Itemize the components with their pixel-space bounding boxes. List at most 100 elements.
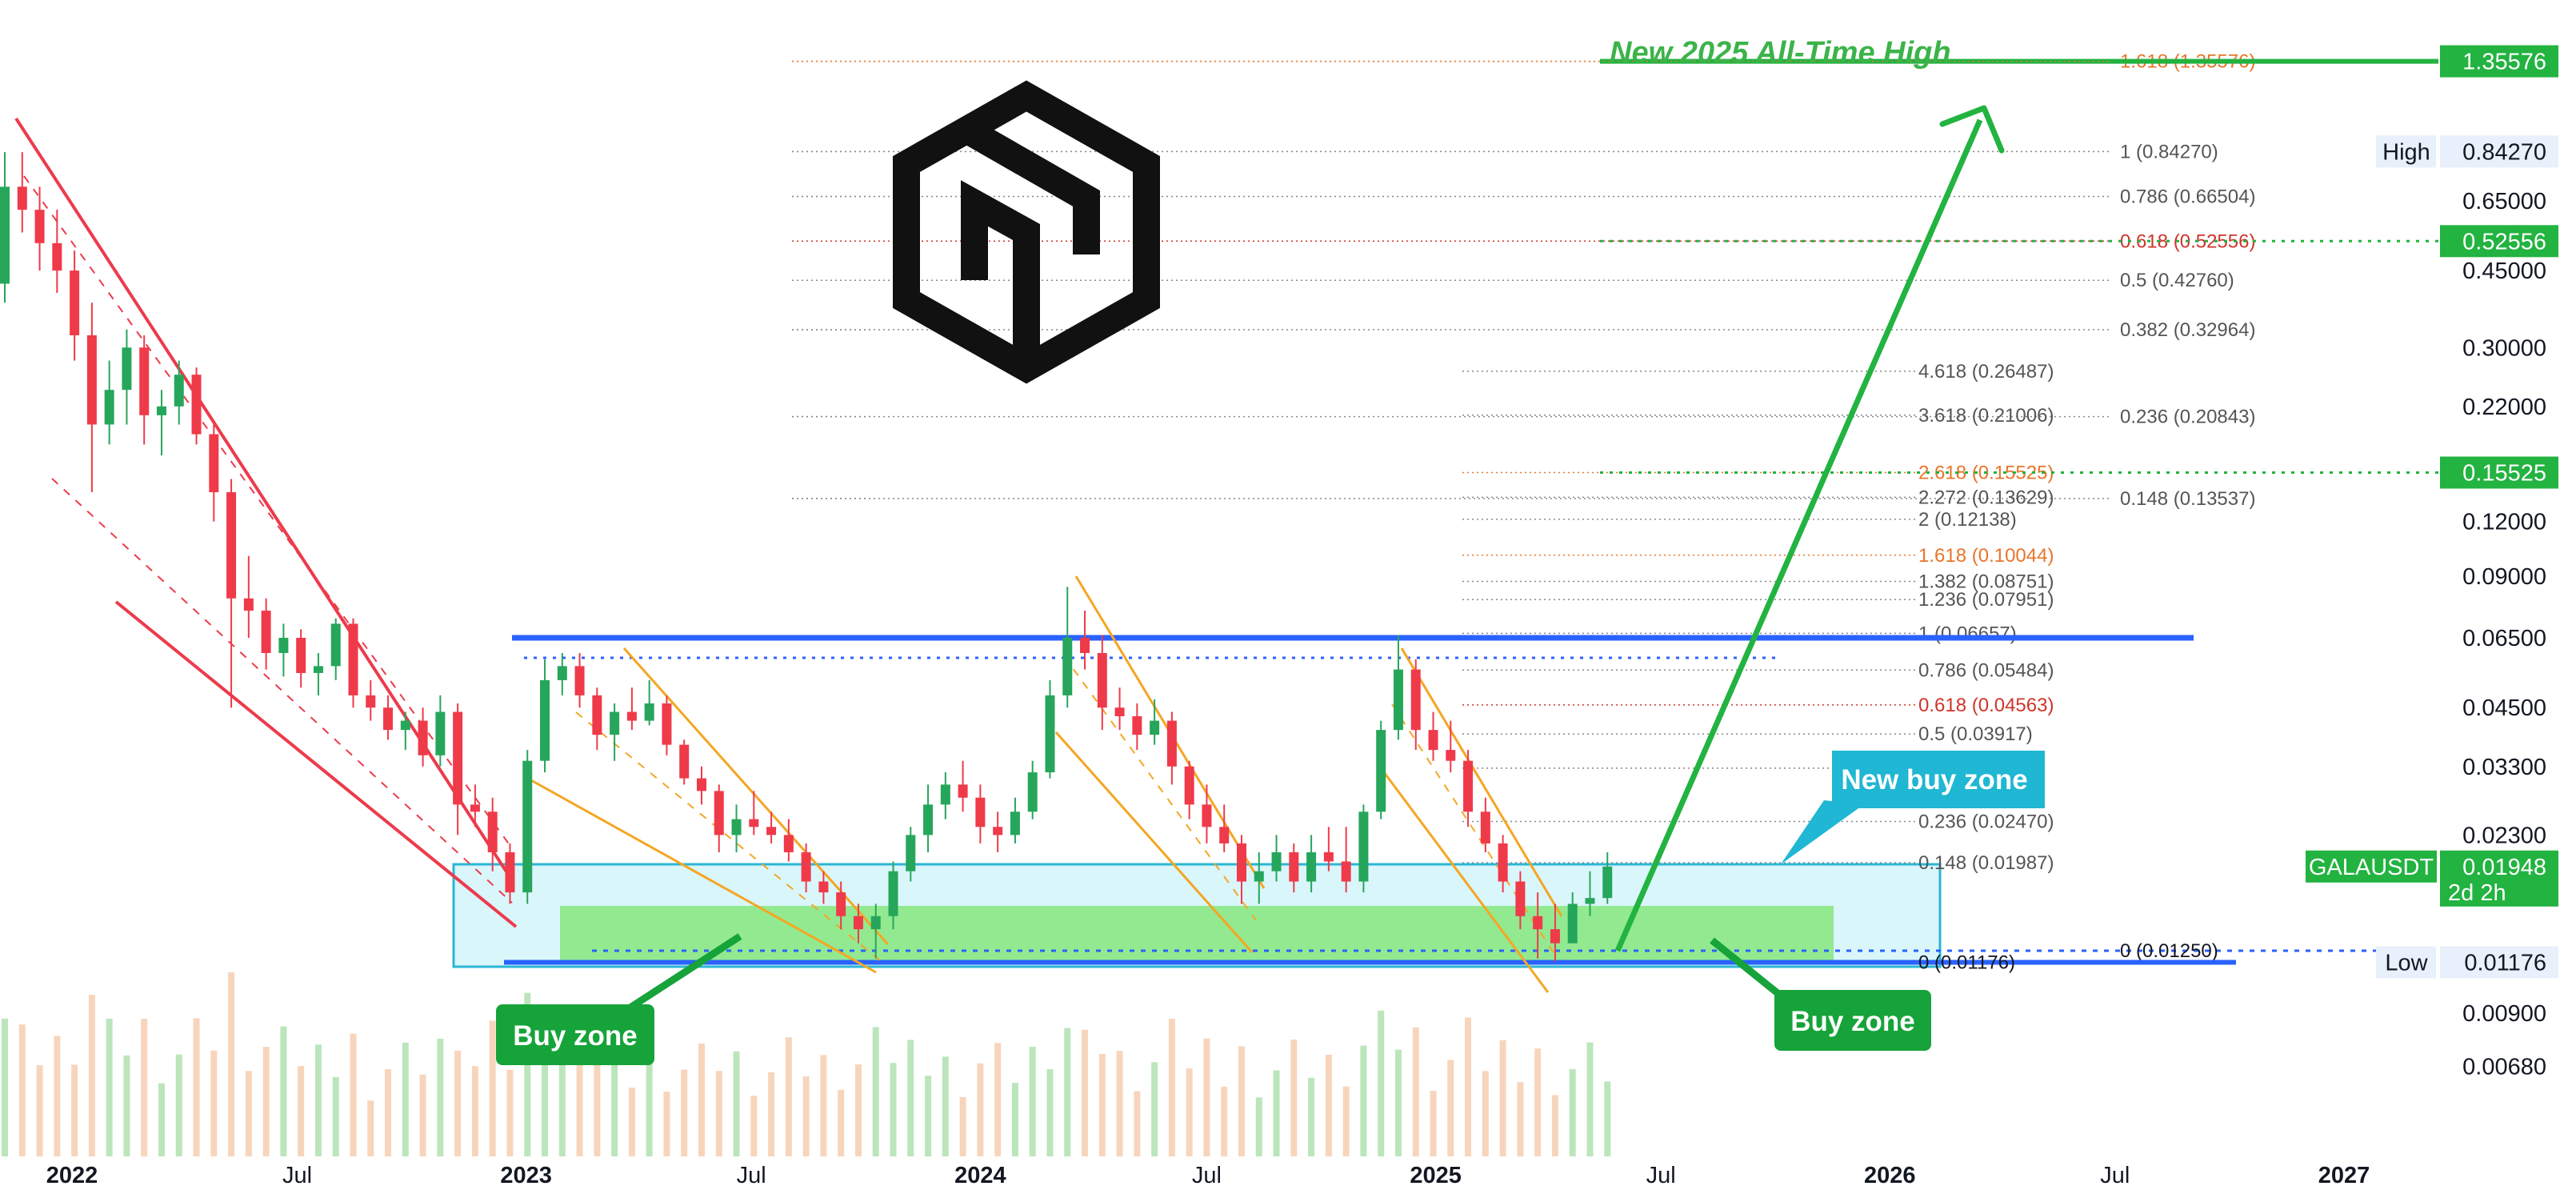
- candle-body[interactable]: [592, 695, 602, 735]
- candle-body[interactable]: [383, 707, 394, 731]
- candle-body[interactable]: [1150, 720, 1160, 735]
- candle-body[interactable]: [1289, 851, 1299, 882]
- candle-body[interactable]: [470, 804, 480, 812]
- candle-body[interactable]: [17, 186, 27, 210]
- candle-body[interactable]: [836, 892, 846, 916]
- candle-body[interactable]: [34, 210, 45, 243]
- candle-body[interactable]: [70, 270, 80, 335]
- candle-body[interactable]: [1550, 929, 1560, 944]
- candle-body[interactable]: [1341, 861, 1351, 882]
- candle-body[interactable]: [557, 666, 567, 680]
- candle-body[interactable]: [574, 666, 585, 695]
- candle-body[interactable]: [1393, 669, 1403, 731]
- time-tick-label: Jul: [737, 1163, 766, 1188]
- candle-body[interactable]: [1114, 707, 1125, 716]
- candle-body[interactable]: [766, 827, 777, 835]
- candle-body[interactable]: [418, 720, 428, 755]
- candle-body[interactable]: [662, 703, 672, 745]
- candle-body[interactable]: [1080, 638, 1090, 653]
- candle-body[interactable]: [296, 638, 306, 673]
- candle-body[interactable]: [1062, 638, 1073, 695]
- candle-body[interactable]: [1184, 766, 1194, 805]
- candle-body[interactable]: [1602, 866, 1613, 899]
- candle-body[interactable]: [993, 827, 1003, 835]
- candle-body[interactable]: [1271, 851, 1282, 871]
- candle-body[interactable]: [853, 916, 863, 930]
- candle-body[interactable]: [1498, 843, 1508, 882]
- candle-body[interactable]: [870, 916, 881, 930]
- candle-body[interactable]: [1045, 695, 1055, 773]
- candle-body[interactable]: [1306, 851, 1317, 882]
- candle-body[interactable]: [1027, 772, 1038, 812]
- price-axis[interactable]: 0.65000 0.45000 0.30000 0.22000 0.12000 0.090…: [2306, 0, 2576, 1152]
- candle-body[interactable]: [749, 819, 759, 827]
- candle-body[interactable]: [505, 851, 515, 893]
- candle-body[interactable]: [174, 375, 184, 407]
- candle-body[interactable]: [104, 390, 114, 425]
- candle-body[interactable]: [366, 695, 376, 708]
- candle-body[interactable]: [243, 598, 254, 611]
- candle-body[interactable]: [783, 835, 794, 852]
- candle-body[interactable]: [487, 811, 498, 852]
- candle-body[interactable]: [330, 623, 341, 667]
- candle-body[interactable]: [1567, 904, 1578, 944]
- candle-body[interactable]: [1202, 804, 1212, 827]
- candle-body[interactable]: [139, 347, 150, 415]
- candle-body[interactable]: [1585, 898, 1595, 904]
- candle-body[interactable]: [958, 784, 968, 798]
- time-axis[interactable]: 2022 Jul 2023 Jul 2024 Jul 2025 Jul 2026 Jul 2027: [0, 1156, 2576, 1190]
- candle-body[interactable]: [1132, 715, 1142, 735]
- candle-body[interactable]: [679, 744, 690, 779]
- candle-body[interactable]: [313, 666, 323, 673]
- candle-body[interactable]: [348, 623, 358, 695]
- candle-body[interactable]: [1166, 720, 1177, 767]
- candle-body[interactable]: [191, 375, 202, 435]
- candle-body[interactable]: [1410, 669, 1421, 731]
- candle-body[interactable]: [1236, 843, 1246, 882]
- candle-body[interactable]: [226, 492, 237, 599]
- candle-body[interactable]: [906, 835, 916, 871]
- candle-body[interactable]: [453, 711, 463, 805]
- candle-body[interactable]: [122, 347, 132, 391]
- candle-body[interactable]: [1480, 811, 1490, 843]
- candle-body[interactable]: [1463, 760, 1474, 812]
- candle-body[interactable]: [1515, 881, 1526, 916]
- candle-body[interactable]: [156, 406, 166, 415]
- candle-body[interactable]: [714, 791, 724, 835]
- candle-body[interactable]: [1376, 730, 1386, 812]
- candle-body[interactable]: [52, 242, 62, 271]
- candle-body[interactable]: [1219, 827, 1230, 843]
- candle-body[interactable]: [522, 760, 533, 893]
- candle-body[interactable]: [626, 711, 637, 721]
- candle-body[interactable]: [975, 797, 986, 827]
- candle-body[interactable]: [940, 784, 950, 805]
- candle-body[interactable]: [1010, 811, 1020, 835]
- candle-body[interactable]: [1428, 730, 1438, 751]
- candle-body[interactable]: [261, 611, 271, 653]
- candle-body[interactable]: [1358, 811, 1369, 882]
- candle-body[interactable]: [888, 871, 898, 916]
- candle-body[interactable]: [801, 851, 811, 882]
- candle-body[interactable]: [86, 335, 97, 425]
- candle-body[interactable]: [278, 638, 289, 653]
- candle-body[interactable]: [923, 804, 934, 835]
- candle-body[interactable]: [818, 881, 829, 893]
- candle-body[interactable]: [696, 778, 706, 791]
- candle-body[interactable]: [540, 679, 550, 761]
- candle-body[interactable]: [1254, 871, 1264, 882]
- ath-arrow-head: [1939, 105, 2005, 154]
- candle-body[interactable]: [400, 720, 410, 731]
- candle-body[interactable]: [644, 703, 654, 721]
- candle-body[interactable]: [435, 711, 446, 755]
- candle-body[interactable]: [1446, 750, 1456, 761]
- candle-body[interactable]: [1323, 851, 1334, 862]
- candle-body[interactable]: [1533, 916, 1543, 930]
- candle-body[interactable]: [610, 711, 620, 735]
- candle-body[interactable]: [209, 434, 219, 493]
- candle-body[interactable]: [1097, 652, 1107, 708]
- fib-left-label: 0.236 (0.02470): [1918, 811, 2054, 832]
- candle-body[interactable]: [731, 819, 742, 835]
- candle-body[interactable]: [0, 186, 10, 284]
- candles-layer[interactable]: [0, 152, 1613, 962]
